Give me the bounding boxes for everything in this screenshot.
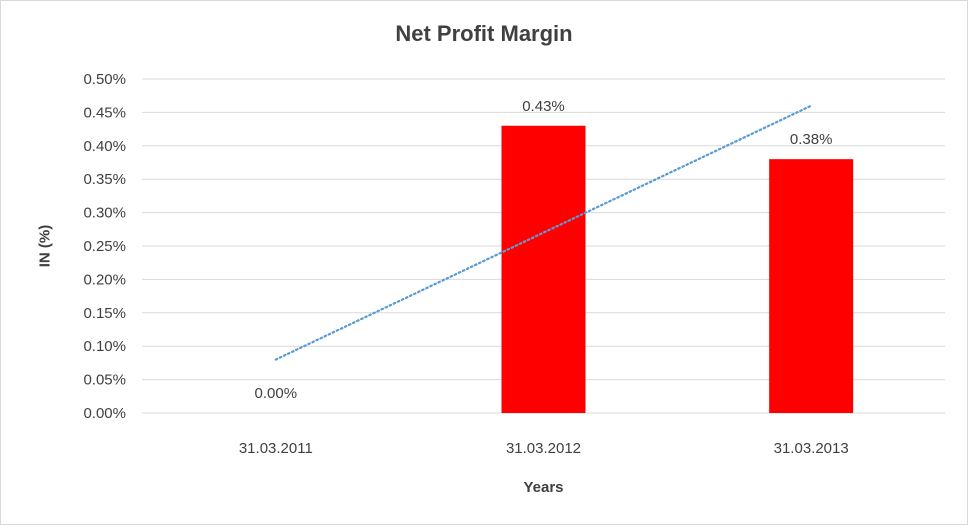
y-tick-label: 0.30% <box>83 205 126 222</box>
data-label: 0.38% <box>790 131 833 148</box>
bar <box>501 125 586 413</box>
y-tick-label: 0.15% <box>83 305 126 322</box>
y-tick-label: 0.40% <box>83 138 126 155</box>
trendline <box>274 104 813 361</box>
y-tick-label: 0.25% <box>83 238 126 255</box>
x-axis-label: Years <box>523 479 564 496</box>
y-tick-label: 0.20% <box>83 271 126 288</box>
y-tick-label: 0.05% <box>83 372 126 389</box>
x-tick-label: 31.03.2011 <box>239 440 313 457</box>
bar <box>769 159 854 413</box>
y-tick-label: 0.45% <box>83 104 126 121</box>
data-label: 0.00% <box>255 385 298 402</box>
chart-title: Net Profit Margin <box>395 21 573 46</box>
y-tick-label: 0.35% <box>83 171 126 188</box>
y-tick-label: 0.10% <box>83 338 126 355</box>
y-tick-label: 0.50% <box>83 71 126 88</box>
data-label: 0.43% <box>522 98 565 115</box>
x-tick-label: 31.03.2013 <box>774 440 849 457</box>
x-tick-label: 31.03.2012 <box>506 440 581 457</box>
y-tick-label: 0.00% <box>83 405 126 422</box>
